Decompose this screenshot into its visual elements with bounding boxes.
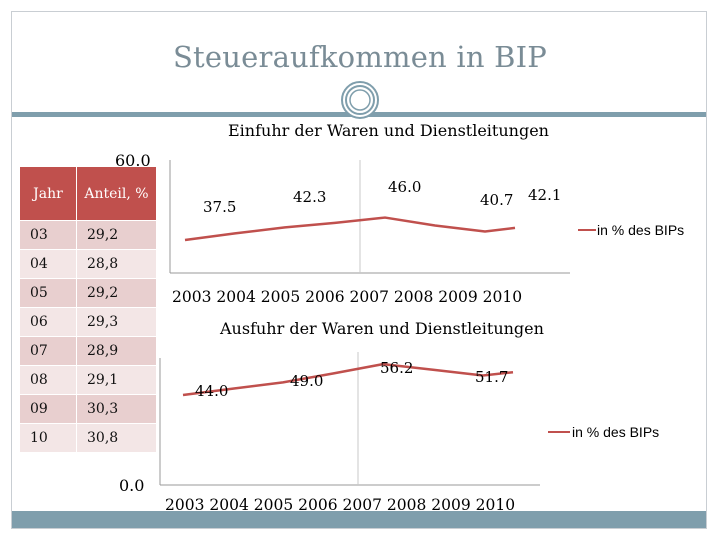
slide-title: Steueraufkommen in BIP — [172, 40, 548, 74]
chart1-data-label: 42.3 — [293, 188, 327, 206]
table-row: 03 29,2 — [19, 220, 157, 250]
cell-year: 04 — [19, 249, 77, 279]
circle-ornament-icon — [341, 81, 379, 119]
chart1-x-tick-label: 2007 — [349, 288, 394, 306]
table-row: 07 28,9 — [19, 336, 157, 366]
chart2-x-tick-label: 2010 — [475, 496, 516, 514]
cell-year: 03 — [19, 220, 77, 250]
chart2-data-label: 44.0 — [195, 382, 229, 400]
header-share: Anteil, % — [76, 166, 157, 221]
table-row: 04 28,8 — [19, 249, 157, 279]
cell-share: 28,8 — [76, 249, 157, 279]
chart1-data-label: 37.5 — [203, 198, 237, 216]
cell-year: 10 — [19, 423, 77, 453]
chart1-x-tick-label: 2009 — [438, 288, 483, 306]
cell-year: 05 — [19, 278, 77, 308]
footer-band — [12, 511, 706, 528]
chart1-y-tick-label: 60.0 — [115, 151, 151, 170]
chart1-title: Einfuhr der Waren und Dienstleitungen — [228, 121, 549, 140]
chart1-x-tick-label: 2010 — [482, 288, 523, 306]
chart2-data-label: 56.2 — [380, 359, 414, 377]
cell-year: 09 — [19, 394, 77, 424]
chart2-x-tick-label: 2008 — [386, 496, 432, 514]
chart1-data-label: 42.1 — [528, 186, 562, 204]
chart1-x-tick-labels: 2003 2004 2005 2006 2007 2008 2009 2010 — [172, 288, 522, 306]
cell-share: 29,2 — [76, 220, 157, 250]
table-row: 05 29,2 — [19, 278, 157, 308]
chart2-y-tick-label: 0.0 — [119, 476, 145, 495]
cell-year: 08 — [19, 365, 77, 395]
chart2-x-tick-label: 2003 — [165, 496, 210, 514]
chart1-data-label: 46.0 — [388, 178, 422, 196]
chart1-x-tick-label: 2003 — [172, 288, 217, 306]
table-row: 10 30,8 — [19, 423, 157, 453]
chart1-x-tick-label: 2005 — [260, 288, 306, 306]
cell-share: 28,9 — [76, 336, 157, 366]
chart2-x-tick-label: 2004 — [209, 496, 254, 514]
chart2-data-label: 49.0 — [290, 372, 324, 390]
chart2-x-tick-labels: 2003 2004 2005 2006 2007 2008 2009 2010 — [165, 496, 515, 514]
chart2-legend-label: in % des BIPs — [572, 424, 660, 440]
table-row: 09 30,3 — [19, 394, 157, 424]
cell-year: 06 — [19, 307, 77, 337]
chart2-x-tick-label: 2005 — [253, 496, 299, 514]
cell-share: 29,1 — [76, 365, 157, 395]
table-header-row: Jahr Anteil, % — [19, 166, 157, 221]
chart1-x-tick-label: 2008 — [393, 288, 439, 306]
cell-share: 30,8 — [76, 423, 157, 453]
table-row: 08 29,1 — [19, 365, 157, 395]
table-row: 06 29,3 — [19, 307, 157, 337]
cell-share: 30,3 — [76, 394, 157, 424]
cell-year: 07 — [19, 336, 77, 366]
cell-share: 29,3 — [76, 307, 157, 337]
chart2-x-tick-label: 2006 — [298, 496, 343, 514]
tax-share-table: Jahr Anteil, % 03 29,2 04 28,8 05 29,2 06 29… — [19, 166, 157, 453]
chart2-x-tick-label: 2009 — [431, 496, 476, 514]
chart1-x-tick-label: 2004 — [216, 288, 261, 306]
chart2-title: Ausfuhr der Waren und Dienstleitungen — [220, 319, 544, 338]
chart2-x-tick-label: 2007 — [342, 496, 387, 514]
header-year: Jahr — [19, 166, 77, 221]
chart1-data-label: 40.7 — [480, 191, 514, 209]
cell-share: 29,2 — [76, 278, 157, 308]
chart1-legend-label: in % des BIPs — [597, 222, 685, 238]
chart2-data-label: 51.7 — [475, 368, 509, 386]
chart1-x-tick-label: 2006 — [305, 288, 350, 306]
